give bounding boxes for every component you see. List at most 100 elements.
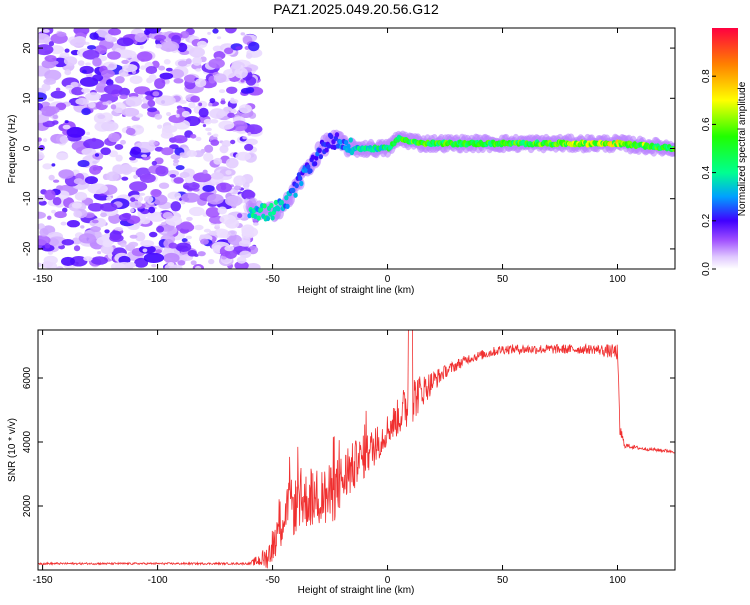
heatmap-cell — [332, 144, 337, 150]
heatmap-cell — [241, 224, 255, 235]
heatmap-cell — [209, 108, 226, 119]
heatmap-cell — [106, 79, 114, 86]
heatmap-cell — [177, 42, 188, 53]
heatmap-cell — [177, 260, 186, 266]
heatmap-cell — [141, 98, 147, 102]
heatmap-cell — [65, 84, 74, 90]
heatmap-cell — [245, 262, 261, 269]
heatmap-cell — [44, 55, 57, 62]
heatmap-cell — [268, 211, 273, 217]
heatmap-cell — [206, 193, 224, 205]
heatmap-cell — [165, 67, 173, 72]
snr-series-line — [38, 330, 675, 569]
heatmap-cell — [270, 215, 275, 221]
heatmap-cell — [196, 40, 208, 48]
heatmap-cell — [141, 154, 148, 158]
heatmap-cell — [102, 101, 108, 106]
heatmap-cell — [237, 213, 243, 219]
heatmap-cell — [173, 78, 184, 84]
heatmap-cell — [169, 173, 177, 178]
heatmap-cell — [155, 95, 176, 106]
heatmap-cell — [258, 206, 264, 213]
heatmap-cell — [186, 150, 198, 157]
heatmap-cell — [155, 249, 162, 254]
heatmap-cell — [56, 152, 69, 161]
heatmap-cell — [247, 213, 252, 219]
heatmap-cell — [158, 182, 170, 189]
heatmap-cell — [180, 221, 193, 230]
heatmap-cell — [136, 51, 153, 62]
heatmap-cell — [205, 127, 212, 132]
heatmap-cell — [240, 79, 245, 83]
heatmap-cell — [133, 174, 138, 179]
heatmap-cell — [335, 143, 341, 149]
heatmap-cell — [121, 59, 129, 65]
x-tick-label: 50 — [497, 274, 509, 285]
y-tick-label: 6000 — [22, 366, 33, 389]
y-tick-label: -20 — [22, 241, 33, 256]
heatmap-cell — [148, 231, 158, 238]
heatmap-cell — [85, 62, 91, 66]
heatmap-cell — [190, 95, 200, 103]
heatmap-cell — [52, 114, 59, 119]
heatmap-cell — [109, 234, 124, 242]
heatmap-cell — [86, 131, 91, 136]
heatmap-cell — [130, 146, 142, 155]
x-tick-label: -150 — [33, 274, 53, 285]
heatmap-cell — [106, 100, 113, 104]
snr-frame — [37, 329, 676, 571]
heatmap-cell — [197, 251, 206, 257]
heatmap-cell — [108, 63, 115, 68]
heatmap-cell — [195, 136, 202, 142]
heatmap-cell — [188, 46, 205, 58]
heatmap-cell — [208, 258, 215, 265]
heatmap-cell — [207, 31, 211, 35]
heatmap-cell — [81, 69, 87, 74]
heatmap-cell — [38, 235, 51, 246]
heatmap-cell — [88, 158, 98, 167]
heatmap-cell — [51, 163, 56, 167]
heatmap-cell — [96, 82, 107, 93]
heatmap-cell — [48, 236, 67, 247]
heatmap-cell — [122, 63, 138, 73]
heatmap-cell — [134, 257, 149, 268]
heatmap-cell — [64, 120, 69, 124]
heatmap-cell — [248, 41, 260, 52]
colorbar-tick-label: 0.0 — [701, 262, 712, 276]
heatmap-cell — [155, 43, 162, 49]
heatmap-cell — [348, 137, 353, 143]
heatmap-cell — [181, 110, 190, 118]
heatmap-cell — [129, 234, 138, 239]
heatmap-cell — [205, 206, 220, 218]
heatmap-cell — [224, 218, 240, 229]
heatmap-cell — [38, 200, 47, 206]
heatmap-cell — [54, 211, 67, 219]
heatmap-cell — [97, 251, 102, 255]
heatmap-cell — [227, 230, 237, 236]
x-tick-label: 0 — [385, 274, 391, 285]
heatmap-cell — [230, 139, 236, 145]
heatmap-cell — [223, 47, 234, 55]
y-tick-label: 4000 — [22, 430, 33, 453]
heatmap-cell — [129, 181, 148, 192]
heatmap-cell — [77, 160, 90, 168]
heatmap-cell — [38, 110, 42, 116]
heatmap-cell — [69, 38, 86, 47]
heatmap-cell — [210, 119, 219, 124]
heatmap-cell — [204, 144, 214, 153]
heatmap-cell — [303, 167, 309, 173]
heatmap-cell — [220, 100, 226, 105]
heatmap-cell — [106, 171, 120, 182]
heatmap-cell — [213, 157, 223, 165]
heatmap-cell — [87, 183, 108, 195]
x-tick-label: -100 — [148, 575, 168, 586]
heatmap-cell — [141, 103, 149, 109]
heatmap-cell — [253, 213, 258, 220]
heatmap-cell — [108, 132, 121, 143]
heatmap-cell — [161, 147, 174, 156]
heatmap-cell — [38, 153, 45, 160]
heatmap-cell — [75, 97, 89, 105]
heatmap-cell — [38, 137, 42, 142]
heatmap-cell — [129, 156, 136, 161]
